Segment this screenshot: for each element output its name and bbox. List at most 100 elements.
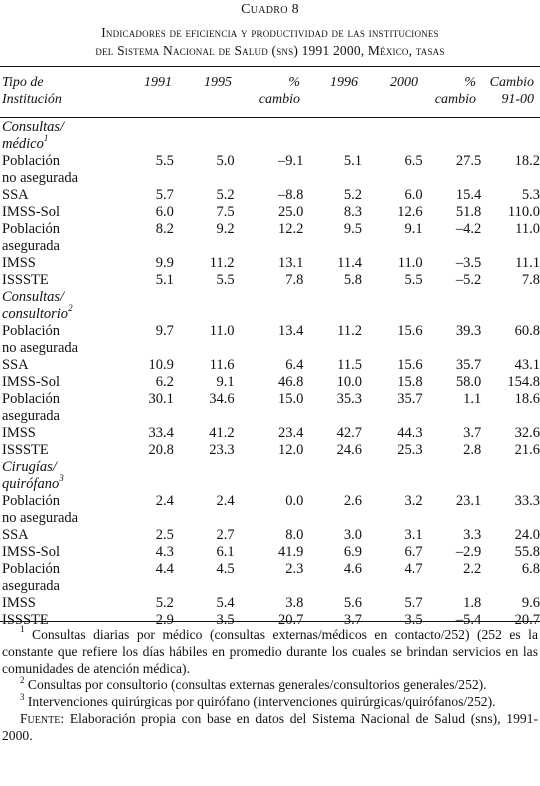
row-label-continuation: no asegurada <box>2 340 79 356</box>
section-title-line-2: consultorio2 <box>0 303 540 323</box>
row-label-continuation: no asegurada <box>2 170 79 186</box>
table-cell: 15.4 <box>455 187 482 203</box>
section-title-text: consultorio <box>2 306 69 322</box>
table-cell: 2.7 <box>216 527 235 543</box>
table-cell: 4.3 <box>155 544 174 560</box>
table-cell: 6.1 <box>216 544 235 560</box>
table-row: Población 2.4 2.4 0.0 2.6 3.2 23.1 33.3 <box>0 493 540 510</box>
table-cell: –2.9 <box>455 544 482 560</box>
table-cell: 12.0 <box>277 442 304 458</box>
table-row: ISSSTE 20.8 23.3 12.0 24.6 25.3 2.8 21.6 <box>0 442 540 459</box>
table-cell: 7.8 <box>521 272 540 288</box>
footnote-2: 2 Consultas por consultorio (consultas e… <box>2 675 538 694</box>
table-cell: 7.8 <box>285 272 304 288</box>
table-cell: 8.3 <box>343 204 362 220</box>
table-cell: 2.4 <box>155 493 174 509</box>
table-row: IMSS 33.4 41.2 23.4 42.7 44.3 3.7 32.6 <box>0 425 540 442</box>
table-row: Población 30.1 34.6 15.0 35.3 35.7 1.1 18.6 <box>0 391 540 408</box>
table-cell: 11.0 <box>397 255 423 271</box>
table-row-continuation: no asegurada <box>0 340 540 357</box>
table-cell: 9.1 <box>404 221 423 237</box>
table-row: Población 8.2 9.2 12.2 9.5 9.1 –4.2 11.0 <box>0 221 540 238</box>
header-cambio-line-2: 91-00 <box>501 92 534 107</box>
table-cell: 13.4 <box>277 323 304 339</box>
table-cell: 9.9 <box>155 255 174 271</box>
table-cell: 20.7 <box>277 612 304 628</box>
table-cell: 15.6 <box>397 323 423 339</box>
table-cell: 46.8 <box>277 374 304 390</box>
table-cell: 2.4 <box>216 493 235 509</box>
row-label: SSA <box>2 187 29 203</box>
row-label: IMSS-Sol <box>2 204 61 220</box>
header-pct-2-line-2: cambio <box>434 92 476 107</box>
table-number: Cuadro 8 <box>241 2 299 17</box>
table-cell: 4.6 <box>343 561 362 577</box>
table-cell: 18.2 <box>514 153 540 169</box>
table-cell: 2.9 <box>155 612 174 628</box>
table-cell: 5.8 <box>343 272 362 288</box>
table-cell: 3.3 <box>463 527 482 543</box>
header-tipo-line-1: Tipo de <box>2 75 44 90</box>
table-cell: 2.8 <box>463 442 482 458</box>
source-note: Fuente: Elaboración propia con base en d… <box>2 711 538 745</box>
row-label: SSA <box>2 527 29 543</box>
section-title-line-2: médico1 <box>0 134 540 153</box>
table-cell: 42.7 <box>336 425 362 441</box>
table-cell: 12.2 <box>277 221 304 237</box>
table-cell: 10.0 <box>336 374 362 390</box>
table-cell: 9.2 <box>216 221 235 237</box>
table-cell: 6.2 <box>155 374 174 390</box>
table-cell: 30.1 <box>148 391 174 407</box>
table-row: ISSSTE 5.1 5.5 7.8 5.8 5.5 –5.2 7.8 <box>0 272 540 289</box>
row-label: IMSS <box>2 425 36 441</box>
table-cell: 7.5 <box>216 204 235 220</box>
table-cell: 35.3 <box>336 391 362 407</box>
header-1995: 1995 <box>204 75 232 90</box>
footnote-1-mark: 1 <box>20 624 25 635</box>
table-cell: 33.4 <box>148 425 174 441</box>
table-row-continuation: asegurada <box>0 238 540 255</box>
table-cell: 11.0 <box>515 221 540 237</box>
table-cell: –5.2 <box>455 272 482 288</box>
table-cell: –9.1 <box>277 153 304 169</box>
table-title: Indicadores de eficiencia y productivida… <box>0 24 540 60</box>
table-row: IMSS-Sol 6.2 9.1 46.8 10.0 15.8 58.0 154.8 <box>0 374 540 391</box>
table-cell: 9.5 <box>343 221 362 237</box>
footnote-2-text: Consultas por consultorio (consultas ext… <box>27 677 487 693</box>
footnote-1: 1 Consultas diarias por médico (consulta… <box>2 624 538 677</box>
footnote-3-mark: 3 <box>20 691 25 702</box>
header-cambio-line-1: Cambio <box>489 75 534 90</box>
header-pct-1-line-2: cambio <box>258 92 300 107</box>
source-label: Fuente: <box>20 710 65 726</box>
row-label: IMSS <box>2 255 36 271</box>
row-label: IMSS <box>2 595 36 611</box>
table-cell: 4.7 <box>404 561 423 577</box>
section-title-line-1: Consultas/ <box>2 289 65 305</box>
table-cell: 15.6 <box>397 357 423 373</box>
table-cell: 6.0 <box>155 204 174 220</box>
table-cell: 2.2 <box>463 561 482 577</box>
table-cell: 11.6 <box>209 357 235 373</box>
table-cell: 33.3 <box>514 493 540 509</box>
row-label: Población <box>2 323 60 339</box>
row-label: SSA <box>2 357 29 373</box>
table-cell: 6.7 <box>404 544 423 560</box>
table-cell: 0.0 <box>285 493 304 509</box>
table-cell: 3.5 <box>404 612 423 628</box>
table-cell: 24.6 <box>336 442 362 458</box>
section-title-row: consultorio2 <box>0 303 540 323</box>
row-label: IMSS-Sol <box>2 544 61 560</box>
table-cell: 11.1 <box>515 255 540 271</box>
table-cell: 5.4 <box>216 595 235 611</box>
table-cell: –4.2 <box>455 221 482 237</box>
row-label: ISSSTE <box>2 272 49 288</box>
table-cell: –8.8 <box>277 187 304 203</box>
header-pct-cambio-1: % cambio <box>240 74 300 108</box>
table-row: ISSSTE 2.9 3.5 20.7 3.7 3.5 –5.4 20.7 <box>0 612 540 629</box>
footnote-3: 3 Intervenciones quirúrgicas por quirófa… <box>2 691 538 711</box>
section-title-row: quirófano3 <box>0 474 540 493</box>
table-cell: 5.7 <box>155 187 174 203</box>
header-tipo-line-2: Institución <box>2 92 62 107</box>
section-footnote-mark: 2 <box>68 303 73 314</box>
